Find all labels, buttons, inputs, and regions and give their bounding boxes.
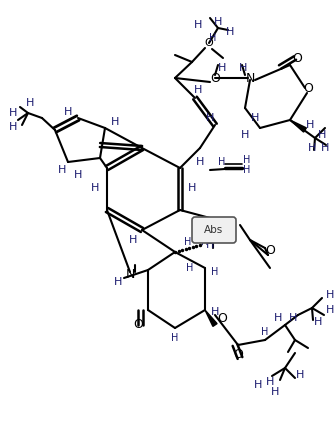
Text: H: H bbox=[218, 157, 226, 167]
Text: H: H bbox=[326, 290, 334, 300]
Text: H: H bbox=[326, 305, 334, 315]
Text: H: H bbox=[111, 117, 119, 127]
Text: H: H bbox=[289, 313, 297, 323]
Text: H: H bbox=[211, 307, 219, 317]
Text: H: H bbox=[251, 113, 259, 123]
Text: H: H bbox=[274, 313, 282, 323]
Text: H: H bbox=[209, 33, 217, 43]
Text: H: H bbox=[186, 263, 194, 273]
Text: H: H bbox=[188, 183, 196, 193]
Text: H: H bbox=[114, 277, 122, 287]
Text: H: H bbox=[64, 107, 72, 117]
Text: H: H bbox=[243, 165, 251, 175]
Text: H: H bbox=[226, 27, 234, 37]
Text: O: O bbox=[133, 318, 143, 332]
Text: H: H bbox=[243, 155, 251, 165]
Text: H: H bbox=[9, 108, 17, 118]
Text: H: H bbox=[206, 240, 214, 250]
Text: H: H bbox=[241, 130, 249, 140]
Text: H: H bbox=[91, 183, 99, 193]
Text: H: H bbox=[321, 143, 329, 153]
Text: H: H bbox=[171, 333, 179, 343]
Text: H: H bbox=[58, 165, 66, 175]
Text: H: H bbox=[26, 98, 34, 108]
Text: O: O bbox=[205, 38, 213, 48]
Text: H: H bbox=[194, 20, 202, 30]
Text: H: H bbox=[318, 130, 326, 140]
Text: O: O bbox=[303, 82, 313, 95]
Text: H: H bbox=[266, 377, 274, 387]
Text: H: H bbox=[74, 170, 82, 180]
Polygon shape bbox=[205, 310, 217, 326]
Text: H: H bbox=[271, 387, 279, 397]
Text: H: H bbox=[314, 317, 322, 327]
Text: H: H bbox=[211, 267, 219, 277]
Text: H: H bbox=[206, 113, 214, 123]
Text: O: O bbox=[210, 71, 220, 84]
Polygon shape bbox=[290, 120, 307, 132]
Text: N: N bbox=[245, 71, 255, 84]
Text: H: H bbox=[9, 122, 17, 132]
Text: H: H bbox=[306, 120, 314, 130]
Text: H: H bbox=[194, 85, 202, 95]
Text: O: O bbox=[292, 52, 302, 64]
Text: H: H bbox=[201, 237, 209, 247]
Text: O: O bbox=[217, 312, 227, 325]
Text: H: H bbox=[196, 157, 204, 167]
Text: H: H bbox=[214, 17, 222, 27]
Text: N: N bbox=[125, 269, 135, 281]
Text: H: H bbox=[239, 63, 247, 73]
Text: H: H bbox=[296, 370, 304, 380]
Text: O: O bbox=[265, 243, 275, 257]
Text: Abs: Abs bbox=[204, 225, 224, 235]
Text: O: O bbox=[208, 215, 218, 229]
Text: H: H bbox=[129, 235, 137, 245]
Text: H: H bbox=[308, 143, 316, 153]
Text: H: H bbox=[218, 63, 226, 73]
Text: H: H bbox=[261, 327, 269, 337]
Text: H: H bbox=[184, 237, 192, 247]
Text: H: H bbox=[254, 380, 262, 390]
Text: O: O bbox=[233, 349, 243, 361]
FancyBboxPatch shape bbox=[192, 217, 236, 243]
